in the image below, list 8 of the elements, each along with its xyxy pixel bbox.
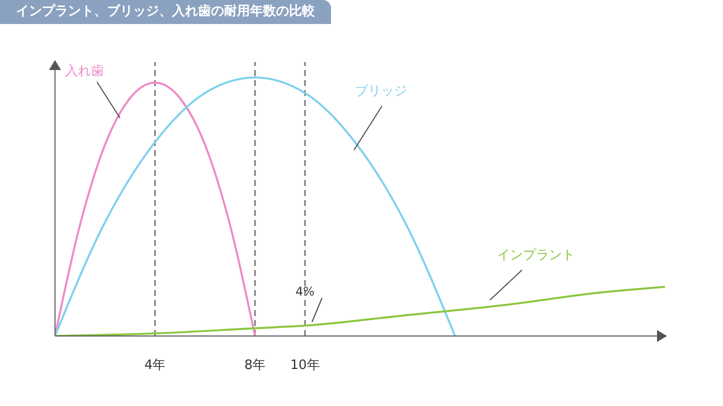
- text: ブリッジ: [355, 83, 407, 100]
- text: 入れ歯: [65, 63, 104, 80]
- annotation: 4%: [295, 284, 315, 299]
- text: インプラント: [497, 247, 575, 264]
- x-tick-label: 8年: [244, 358, 266, 374]
- x-tick-label: 10年: [290, 358, 320, 374]
- x-tick-label: 4年: [144, 358, 166, 374]
- chart-title: インプラント、ブリッジ、入れ歯の耐用年数の比較: [0, 0, 331, 24]
